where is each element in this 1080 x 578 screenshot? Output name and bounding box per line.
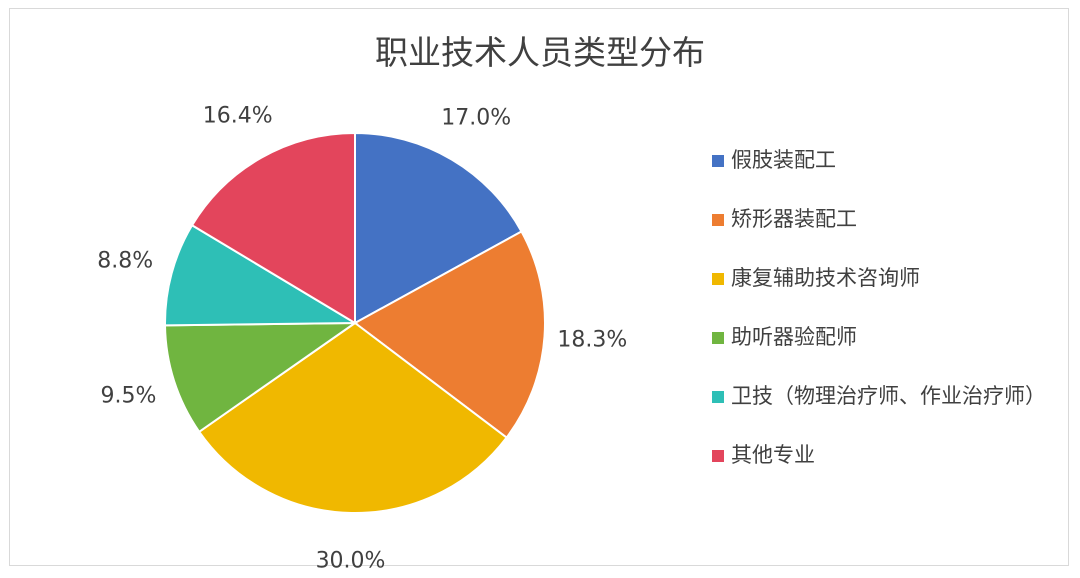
pie-slice-4	[164, 321, 359, 434]
pie-slice-5	[164, 223, 359, 327]
legend-swatch	[712, 214, 724, 226]
legend-label: 矫形器装配工	[731, 207, 857, 231]
legend-label: 卫技（物理治疗师、作业治疗师）	[731, 384, 1046, 408]
legend-label: 康复辅助技术咨询师	[731, 266, 920, 290]
data-label-5: 8.8%	[97, 248, 153, 273]
legend-swatch	[712, 391, 724, 403]
data-label-3: 30.0%	[316, 548, 386, 573]
legend-swatch	[712, 332, 724, 344]
pie-slice-3	[197, 321, 508, 514]
legend-swatch	[712, 273, 724, 285]
legend-label: 假肢装配工	[731, 148, 836, 172]
legend-label: 其他专业	[731, 443, 815, 467]
pie-slice-6	[190, 131, 356, 325]
data-label-6: 16.4%	[203, 103, 273, 128]
legend-swatch	[712, 450, 724, 462]
pie-slice-2	[353, 230, 546, 439]
data-label-4: 9.5%	[100, 383, 156, 408]
data-label-2: 18.3%	[557, 328, 627, 353]
legend-swatch	[712, 155, 724, 167]
data-label-1: 17.0%	[441, 106, 511, 131]
pie-slice-1	[354, 131, 523, 325]
chart-title: 职业技术人员类型分布	[375, 33, 705, 72]
legend-label: 助听器验配师	[731, 325, 857, 349]
